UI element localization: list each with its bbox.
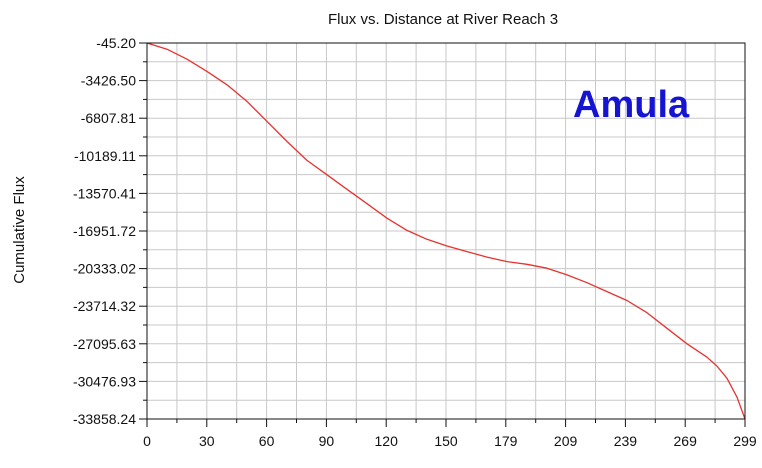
y-tick-label: -45.20 [96, 35, 136, 51]
y-axis-label: Cumulative Flux [11, 176, 28, 284]
x-tick-label: 0 [143, 433, 151, 449]
x-tick-label: 120 [375, 433, 399, 449]
x-tick-label: 269 [674, 433, 698, 449]
y-tick-label: -6807.81 [81, 110, 136, 126]
x-tick-label: 299 [733, 433, 757, 449]
annotation-amula: Amula [573, 84, 690, 126]
x-tick-label: 90 [319, 433, 335, 449]
x-tick-label: 150 [434, 433, 458, 449]
y-tick-label: -23714.32 [73, 298, 136, 314]
plot-frame [146, 42, 746, 420]
y-tick-label: -30476.93 [73, 373, 136, 389]
x-tick-label: 30 [199, 433, 215, 449]
grid [147, 43, 745, 419]
x-tick-label: 179 [494, 433, 518, 449]
flux-series-line [146, 42, 746, 420]
series-layer [146, 42, 746, 420]
x-tick-label: 60 [259, 433, 275, 449]
chart-title: Flux vs. Distance at River Reach 3 [328, 11, 558, 28]
y-tick-label: -16951.72 [73, 223, 136, 239]
axis-ticks: -45.20 -3426.50 -6807.81 -10189.11 -13570.41… [73, 35, 757, 449]
y-tick-label: -33858.24 [73, 411, 136, 427]
y-tick-label: -20333.02 [73, 261, 136, 277]
y-tick-label: -13570.41 [73, 185, 136, 201]
y-tick-label: -10189.11 [74, 148, 136, 164]
x-tick-label: 209 [554, 433, 578, 449]
y-tick-label: -27095.63 [73, 336, 136, 352]
x-tick-label: 239 [614, 433, 638, 449]
y-tick-label: -3426.50 [81, 73, 136, 89]
